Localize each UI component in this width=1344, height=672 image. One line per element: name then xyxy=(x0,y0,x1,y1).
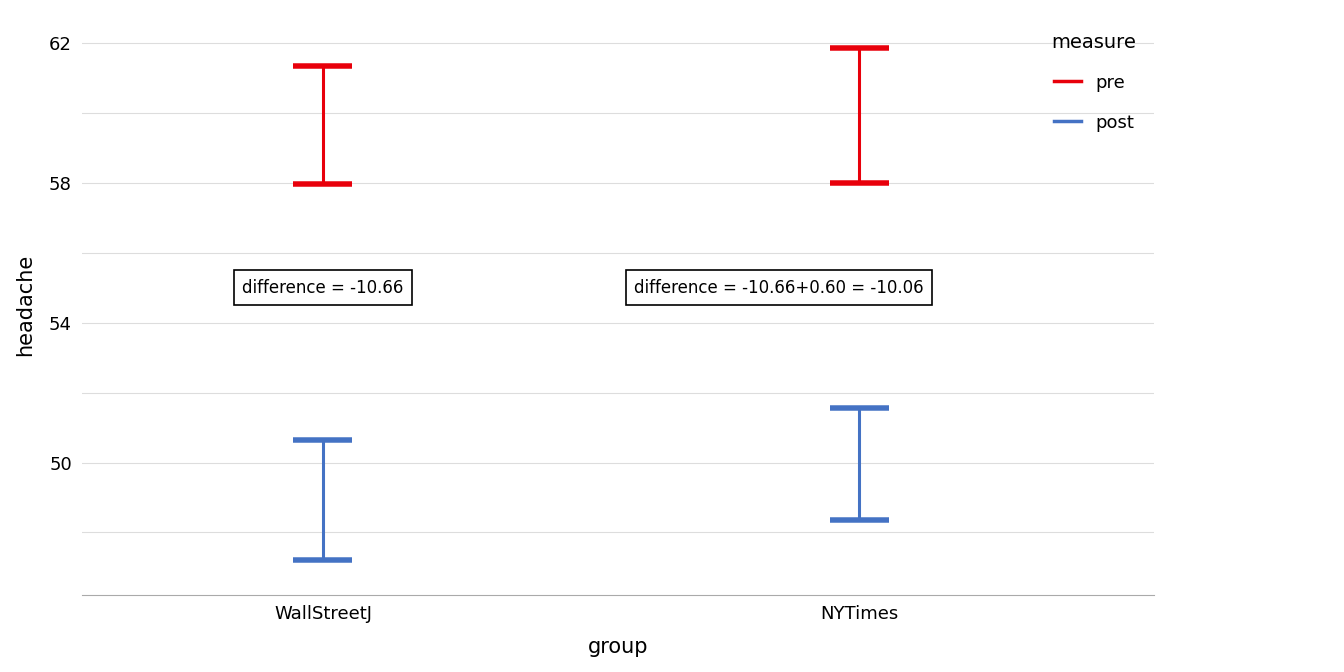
X-axis label: group: group xyxy=(587,637,648,657)
Y-axis label: headache: headache xyxy=(15,254,35,356)
Text: difference = -10.66: difference = -10.66 xyxy=(242,279,403,297)
Text: difference = -10.66+0.60 = -10.06: difference = -10.66+0.60 = -10.06 xyxy=(634,279,923,297)
Legend: pre, post: pre, post xyxy=(1043,24,1145,141)
